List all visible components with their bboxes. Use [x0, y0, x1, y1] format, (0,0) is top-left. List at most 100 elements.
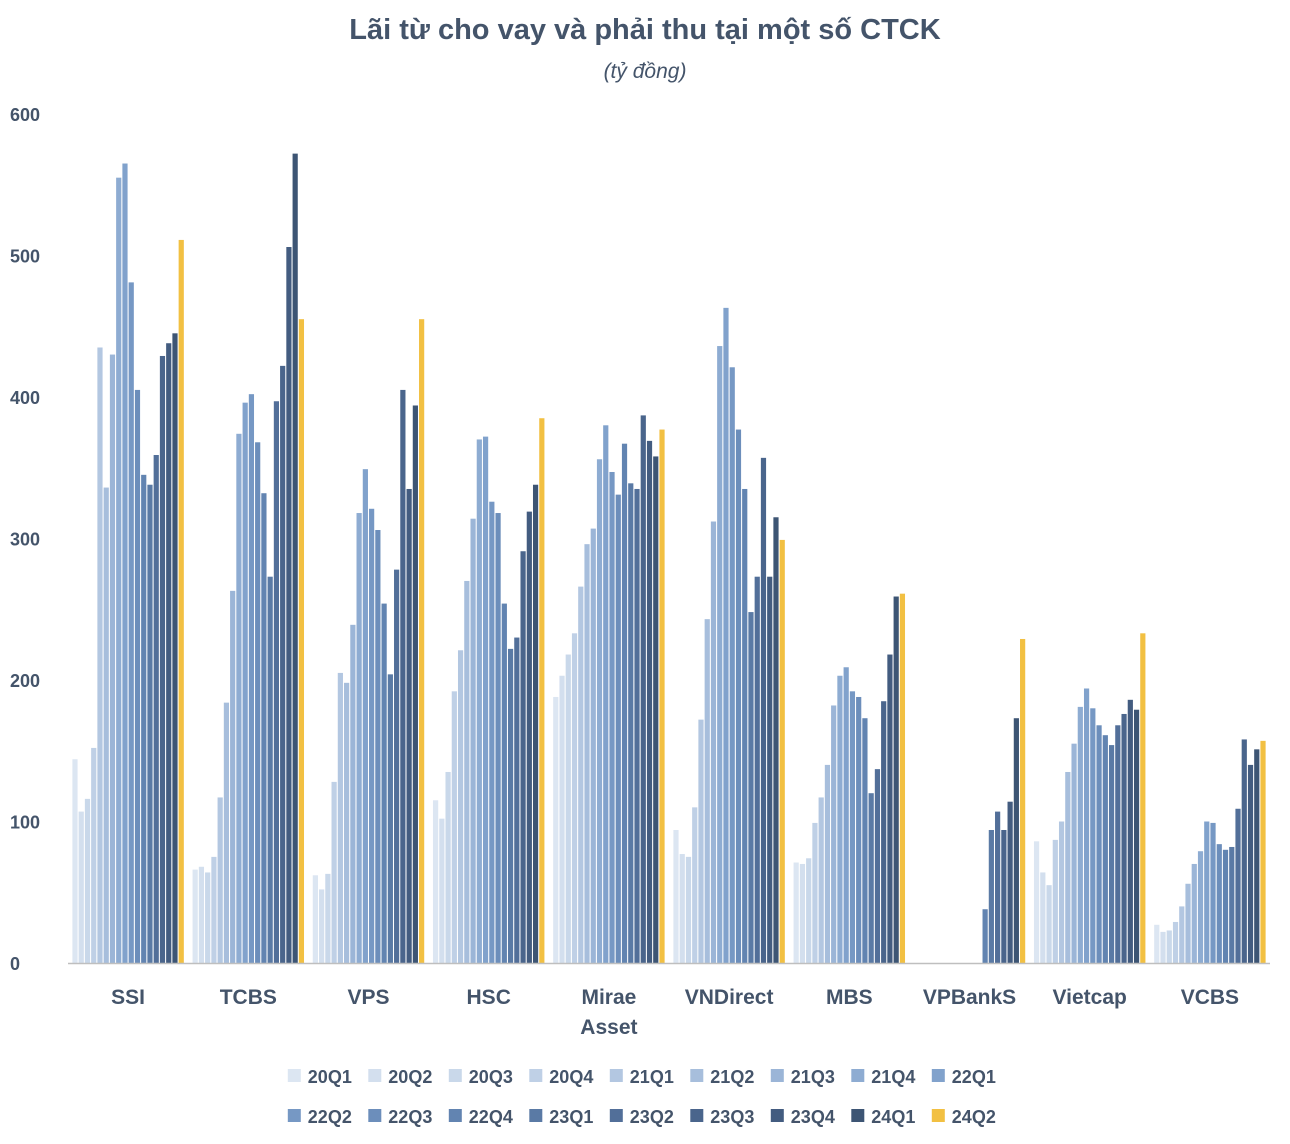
bar-21q1-1	[217, 797, 223, 963]
legend-label: 22Q4	[469, 1107, 513, 1127]
bar-21q2-2	[344, 682, 350, 963]
legend-label: 20Q2	[388, 1067, 432, 1087]
bar-22q2-5	[729, 367, 735, 963]
bar-22q1-2	[362, 469, 368, 963]
legend-item: 21Q1	[609, 1067, 674, 1087]
x-category-label: VPS	[347, 986, 389, 1009]
bar-21q1-5	[698, 719, 704, 963]
legend-label: 21Q1	[630, 1067, 674, 1087]
bar-24q2-6	[899, 593, 906, 963]
x-category-label: MBS	[826, 986, 873, 1009]
bar-24q2-4	[659, 429, 665, 963]
bar-21q3-8	[1071, 743, 1077, 963]
bar-24q1-9	[1254, 749, 1260, 963]
bar-24q1-5	[773, 517, 779, 963]
bar-24q2-8	[1140, 633, 1146, 963]
legend-label: 23Q2	[630, 1107, 674, 1127]
bar-23q4-4	[646, 440, 653, 963]
bar-20q1-0	[72, 759, 78, 963]
bar-20q2-9	[1160, 931, 1166, 963]
bar-22q4-0	[141, 474, 147, 963]
bar-24q2-5	[779, 539, 785, 963]
legend-swatch	[368, 1069, 382, 1082]
bar-20q4-1	[211, 856, 217, 964]
legend-item: 22Q4	[448, 1107, 513, 1127]
legend-item: 24Q1	[851, 1107, 915, 1127]
bar-23q2-4	[634, 488, 640, 963]
bar-24q2-1	[298, 319, 305, 963]
legend-swatch	[529, 1109, 543, 1122]
y-tick-label: 300	[10, 530, 40, 550]
bar-23q1-8	[1108, 745, 1115, 963]
bar-23q1-9	[1229, 846, 1235, 963]
bar-21q1-9	[1179, 906, 1185, 963]
chart-subtitle: (tỷ đồng)	[603, 60, 687, 83]
bar-24q2-3	[539, 418, 545, 964]
bar-21q3-4	[590, 528, 596, 963]
bar-24q1-2	[412, 405, 418, 963]
legend-item: 22Q1	[931, 1067, 996, 1087]
bar-20q4-0	[91, 747, 97, 963]
legend-item: 23Q1	[529, 1107, 593, 1127]
chart-title: Lãi từ cho vay và phải thu tại một số CT…	[349, 14, 941, 46]
legend-label: 21Q2	[710, 1067, 754, 1087]
bar-20q1-2	[312, 875, 318, 963]
legend-label: 21Q3	[791, 1067, 835, 1087]
bar-21q4-8	[1077, 706, 1083, 963]
bar-20q3-8	[1046, 885, 1052, 963]
legend-swatch	[690, 1109, 704, 1122]
bar-23q1-3	[507, 648, 514, 963]
bar-23q3-2	[400, 389, 406, 963]
x-category-label: Mirae	[581, 986, 636, 1009]
bar-22q1-8	[1083, 688, 1090, 963]
bar-20q1-6	[793, 862, 799, 963]
legend-swatch	[368, 1109, 382, 1122]
bar-20q3-9	[1166, 930, 1172, 963]
bar-24q2-9	[1260, 740, 1266, 963]
bar-23q4-6	[887, 654, 893, 963]
bar-22q4-5	[742, 488, 748, 963]
legend-label: 20Q4	[549, 1067, 593, 1087]
bar-22q3-6	[856, 696, 862, 963]
legend-label: 23Q1	[549, 1107, 593, 1127]
bar-23q4-5	[767, 576, 773, 963]
bar-23q4-7	[1007, 801, 1013, 963]
bar-22q1-0	[122, 163, 128, 963]
bar-21q4-0	[116, 177, 122, 964]
bar-22q4-9	[1222, 849, 1229, 963]
bar-21q1-2	[337, 672, 343, 963]
bar-20q2-4	[559, 675, 565, 963]
bar-20q4-8	[1052, 839, 1058, 963]
bar-24q2-0	[178, 239, 184, 963]
legend-label: 21Q4	[871, 1067, 915, 1087]
bar-22q4-7	[982, 909, 988, 963]
bar-22q2-8	[1090, 708, 1096, 963]
legend-item: 21Q4	[851, 1067, 915, 1087]
legend-swatch	[609, 1109, 623, 1122]
legend-label: 23Q4	[791, 1107, 835, 1127]
bar-20q2-2	[319, 889, 325, 963]
bar-23q4-2	[406, 488, 412, 963]
bar-20q3-0	[84, 798, 91, 963]
bar-23q3-6	[881, 701, 887, 963]
y-tick-label: 0	[10, 954, 20, 974]
bar-20q2-1	[198, 866, 205, 963]
bar-22q3-0	[134, 389, 141, 963]
bar-23q1-7	[988, 829, 994, 963]
bar-23q3-3	[520, 551, 526, 963]
bar-22q4-2	[381, 603, 387, 963]
legend-swatch	[690, 1069, 704, 1082]
legend-item: 20Q1	[287, 1067, 352, 1087]
legend-label: 24Q1	[871, 1107, 915, 1127]
bar-22q4-3	[501, 603, 507, 963]
bar-22q2-9	[1210, 822, 1216, 963]
bar-22q3-3	[495, 513, 501, 963]
bar-23q1-5	[748, 612, 754, 963]
y-tick-label: 500	[10, 247, 40, 267]
legend-label: 22Q2	[308, 1107, 352, 1127]
bar-23q4-9	[1247, 764, 1254, 963]
bar-21q1-0	[97, 347, 103, 964]
x-category-label: VNDirect	[685, 986, 774, 1009]
bar-24q2-2	[419, 319, 425, 963]
bar-23q1-0	[147, 484, 153, 963]
